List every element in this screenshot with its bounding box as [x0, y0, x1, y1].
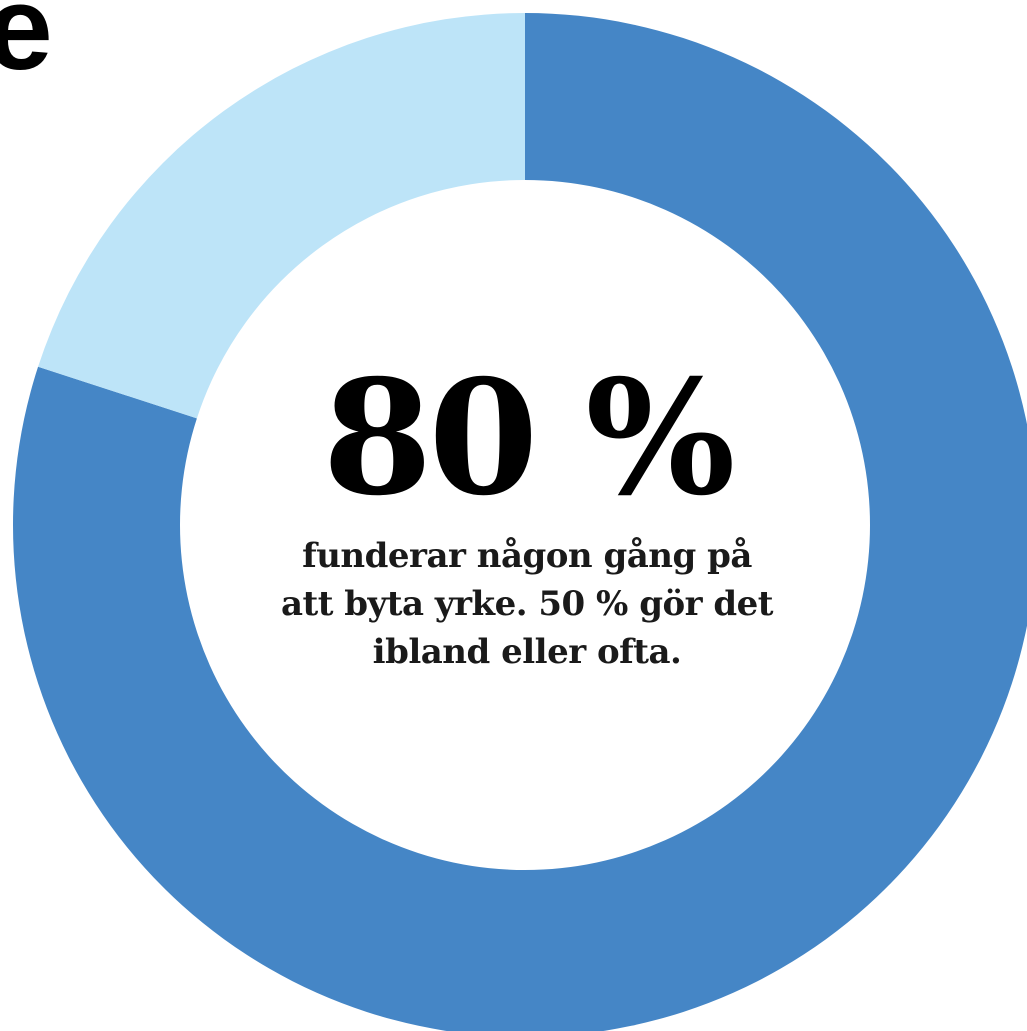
center-caption: funderar någon gång på att byta yrke. 50… [267, 532, 787, 676]
donut-slice-2 [38, 13, 526, 419]
donut-slices [13, 13, 1027, 1031]
partial-heading-letter: e [0, 0, 53, 95]
caption-line-3: ibland eller ofta. [372, 632, 682, 672]
center-value-label: 80 % [322, 346, 735, 531]
donut-center-text: 80 % funderar någon gång på att byta yrk… [227, 360, 827, 676]
donut-slice-1 [13, 13, 1027, 1031]
caption-line-2: att byta yrke. 50 % gör det [280, 584, 774, 624]
caption-line-1: funderar någon gång på [302, 536, 752, 576]
